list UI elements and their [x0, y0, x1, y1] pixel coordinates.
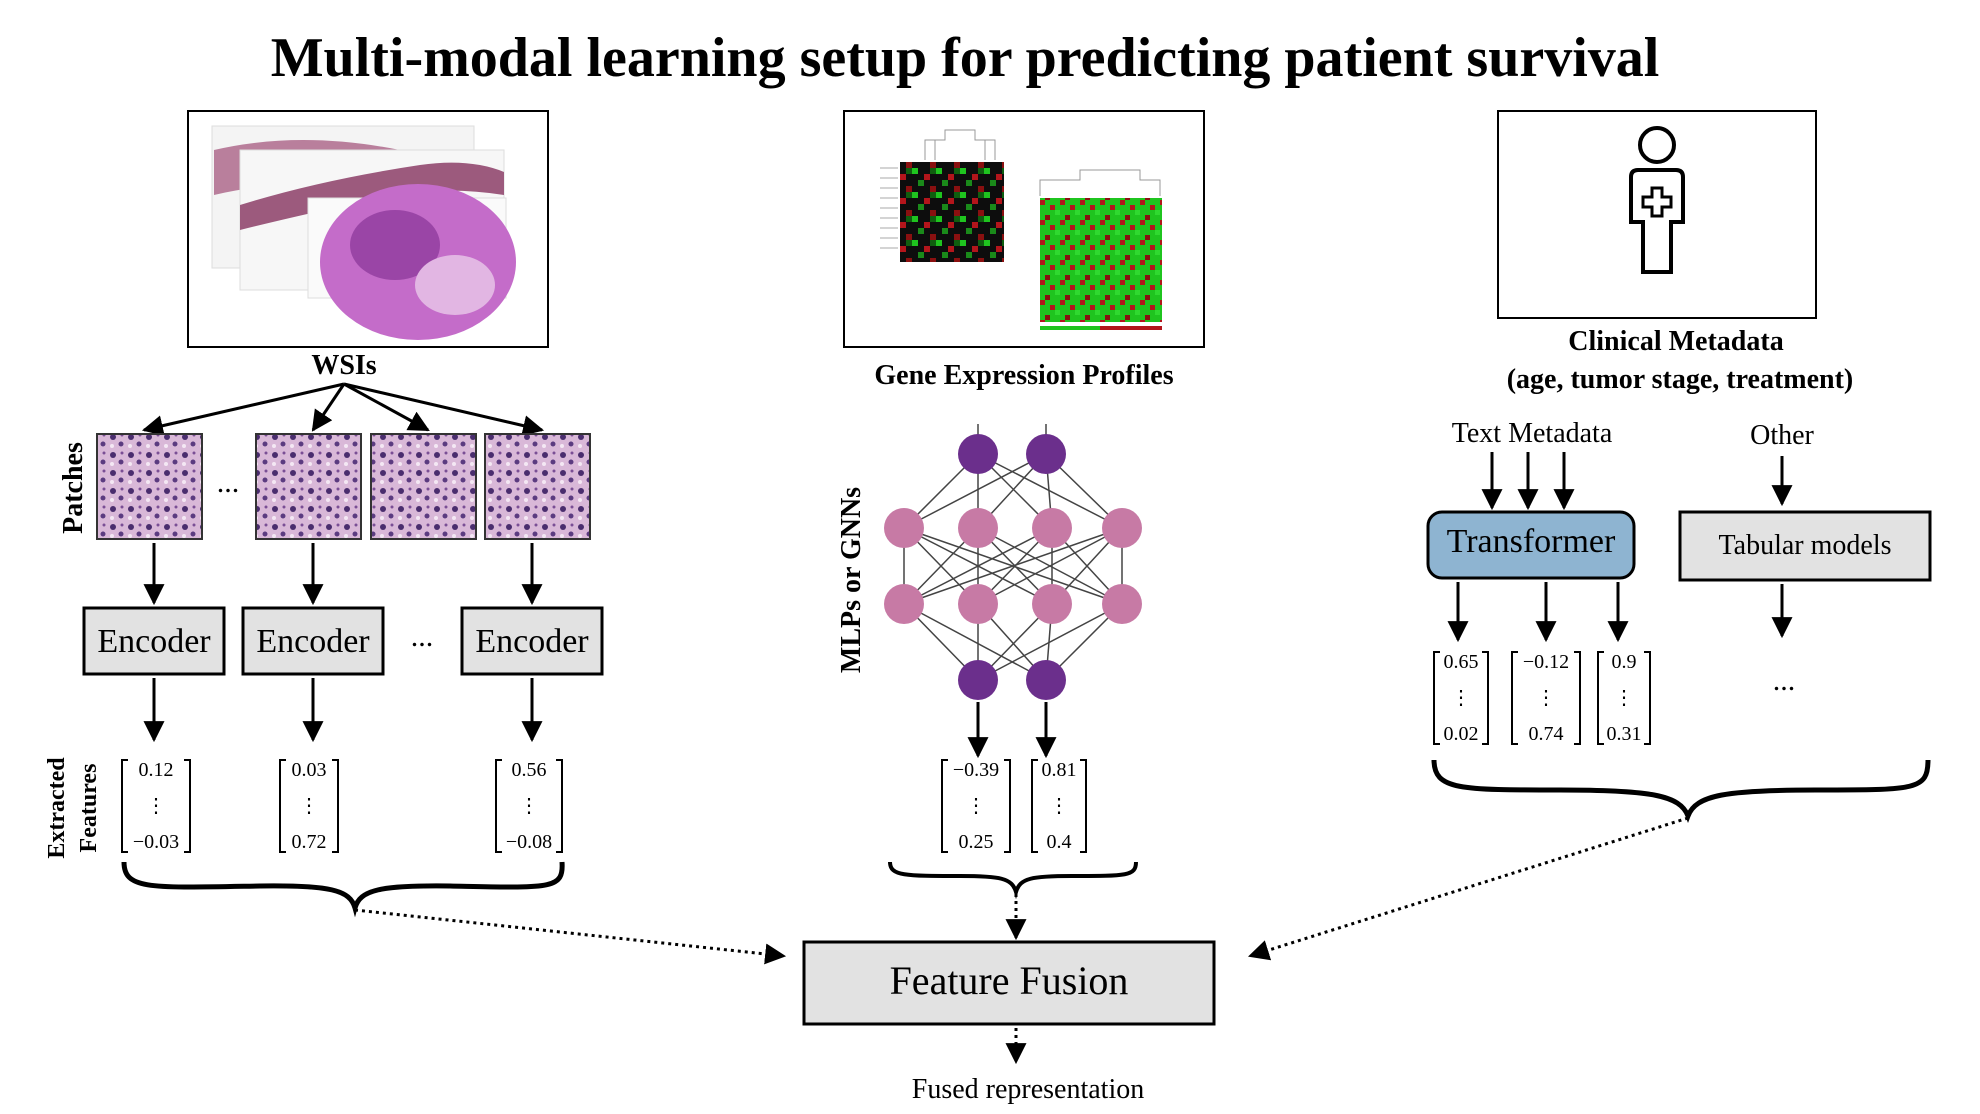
neural-network [884, 424, 1142, 700]
svg-text:Encoder: Encoder [256, 623, 370, 660]
svg-text:Feature Fusion: Feature Fusion [890, 958, 1129, 1003]
svg-text:Extracted: Extracted [44, 757, 70, 859]
feature-vector: −0.39 ⋮ 0.25 [941, 759, 1011, 853]
svg-text:0.03: 0.03 [292, 759, 327, 781]
feature-vector: 0.12 ⋮ −0.03 [121, 759, 191, 853]
transformer-box: Transformer [1426, 510, 1636, 580]
page-title: Multi-modal learning setup for predictin… [271, 27, 1660, 89]
svg-text:Encoder: Encoder [475, 623, 589, 660]
other-label: Other [1750, 420, 1814, 451]
svg-text:0.02: 0.02 [1444, 723, 1479, 745]
feature-vector: 0.03 ⋮ 0.72 [279, 759, 339, 853]
clinical-caption-line1: Clinical Metadata [1568, 326, 1783, 357]
svg-text:⋮: ⋮ [1451, 687, 1471, 709]
wsi-brace [121, 861, 565, 918]
patch-tiles [96, 433, 591, 540]
svg-text:−0.08: −0.08 [506, 831, 552, 853]
svg-text:−0.03: −0.03 [133, 831, 179, 853]
encoder-to-feature-arrows [143, 678, 543, 743]
svg-text:0.12: 0.12 [139, 759, 174, 781]
clinical-brace [1431, 759, 1931, 824]
svg-text:⋮: ⋮ [146, 795, 166, 817]
gene-expression-image [843, 110, 1205, 348]
patch-ellipsis: ... [217, 466, 240, 499]
svg-text:0.9: 0.9 [1612, 651, 1637, 673]
feature-vector: 0.9 ⋮ 0.31 [1597, 651, 1651, 745]
svg-text:Encoder: Encoder [97, 623, 211, 660]
feature-vector: 0.65 ⋮ 0.02 [1433, 651, 1489, 745]
svg-text:⋮: ⋮ [1614, 687, 1634, 709]
svg-text:⋮: ⋮ [1049, 795, 1069, 817]
patch-tile [484, 433, 591, 540]
feature-vector: 0.81 ⋮ 0.4 [1031, 759, 1087, 853]
transformer-output-arrows [1447, 582, 1793, 643]
svg-text:⋮: ⋮ [519, 795, 539, 817]
clinical-to-fusion-arrow [1247, 816, 1689, 961]
svg-text:0.81: 0.81 [1042, 759, 1077, 781]
gene-output-arrows [967, 702, 1057, 759]
feature-fusion-box: Feature Fusion [802, 940, 1216, 1026]
svg-text:0.74: 0.74 [1529, 723, 1564, 745]
patch-to-encoder-arrows [143, 543, 543, 606]
encoder-box: Encoder [460, 606, 604, 676]
svg-text:−0.39: −0.39 [953, 759, 999, 781]
tabular-ellipsis: ... [1773, 664, 1796, 697]
patient-icon [1497, 110, 1817, 319]
fused-representation-label: Fused representation [912, 1074, 1145, 1105]
patches-label: Patches [58, 442, 89, 534]
feature-vector: −0.12 ⋮ 0.74 [1511, 651, 1581, 745]
svg-text:0.25: 0.25 [959, 831, 994, 853]
svg-text:Features: Features [76, 764, 102, 853]
svg-text:0.4: 0.4 [1047, 831, 1072, 853]
clinical-caption-line2: (age, tumor stage, treatment) [1507, 364, 1854, 395]
metadata-arrows [1481, 452, 1793, 511]
encoder-ellipsis: ... [411, 620, 434, 653]
wsi-to-patches-arrows [141, 382, 545, 436]
svg-text:0.31: 0.31 [1607, 723, 1642, 745]
svg-text:⋮: ⋮ [966, 795, 986, 817]
feature-vector: 0.56 ⋮ −0.08 [495, 759, 563, 853]
gene-brace [888, 861, 1138, 900]
svg-text:Tabular models: Tabular models [1719, 530, 1892, 561]
svg-text:−0.12: −0.12 [1523, 651, 1569, 673]
svg-text:0.72: 0.72 [292, 831, 327, 853]
encoder-box: Encoder [241, 606, 385, 676]
svg-text:0.56: 0.56 [512, 759, 547, 781]
wsi-to-fusion-arrow [354, 908, 787, 965]
patch-tile [370, 433, 477, 540]
svg-text:⋮: ⋮ [299, 795, 319, 817]
svg-text:⋮: ⋮ [1536, 687, 1556, 709]
svg-text:0.65: 0.65 [1444, 651, 1479, 673]
encoder-box: Encoder [82, 606, 226, 676]
svg-text:Transformer: Transformer [1447, 523, 1616, 560]
gene-caption: Gene Expression Profiles [874, 360, 1173, 391]
tabular-models-box: Tabular models [1678, 510, 1932, 582]
text-metadata-label: Text Metadata [1452, 418, 1613, 449]
patch-tile [255, 433, 362, 540]
extracted-features-label: Extracted Features [44, 757, 102, 859]
wsi-caption: WSIs [311, 350, 376, 381]
gene-model-label: MLPs or GNNs [836, 487, 867, 673]
wsi-image [187, 110, 549, 348]
patch-tile [96, 433, 203, 540]
